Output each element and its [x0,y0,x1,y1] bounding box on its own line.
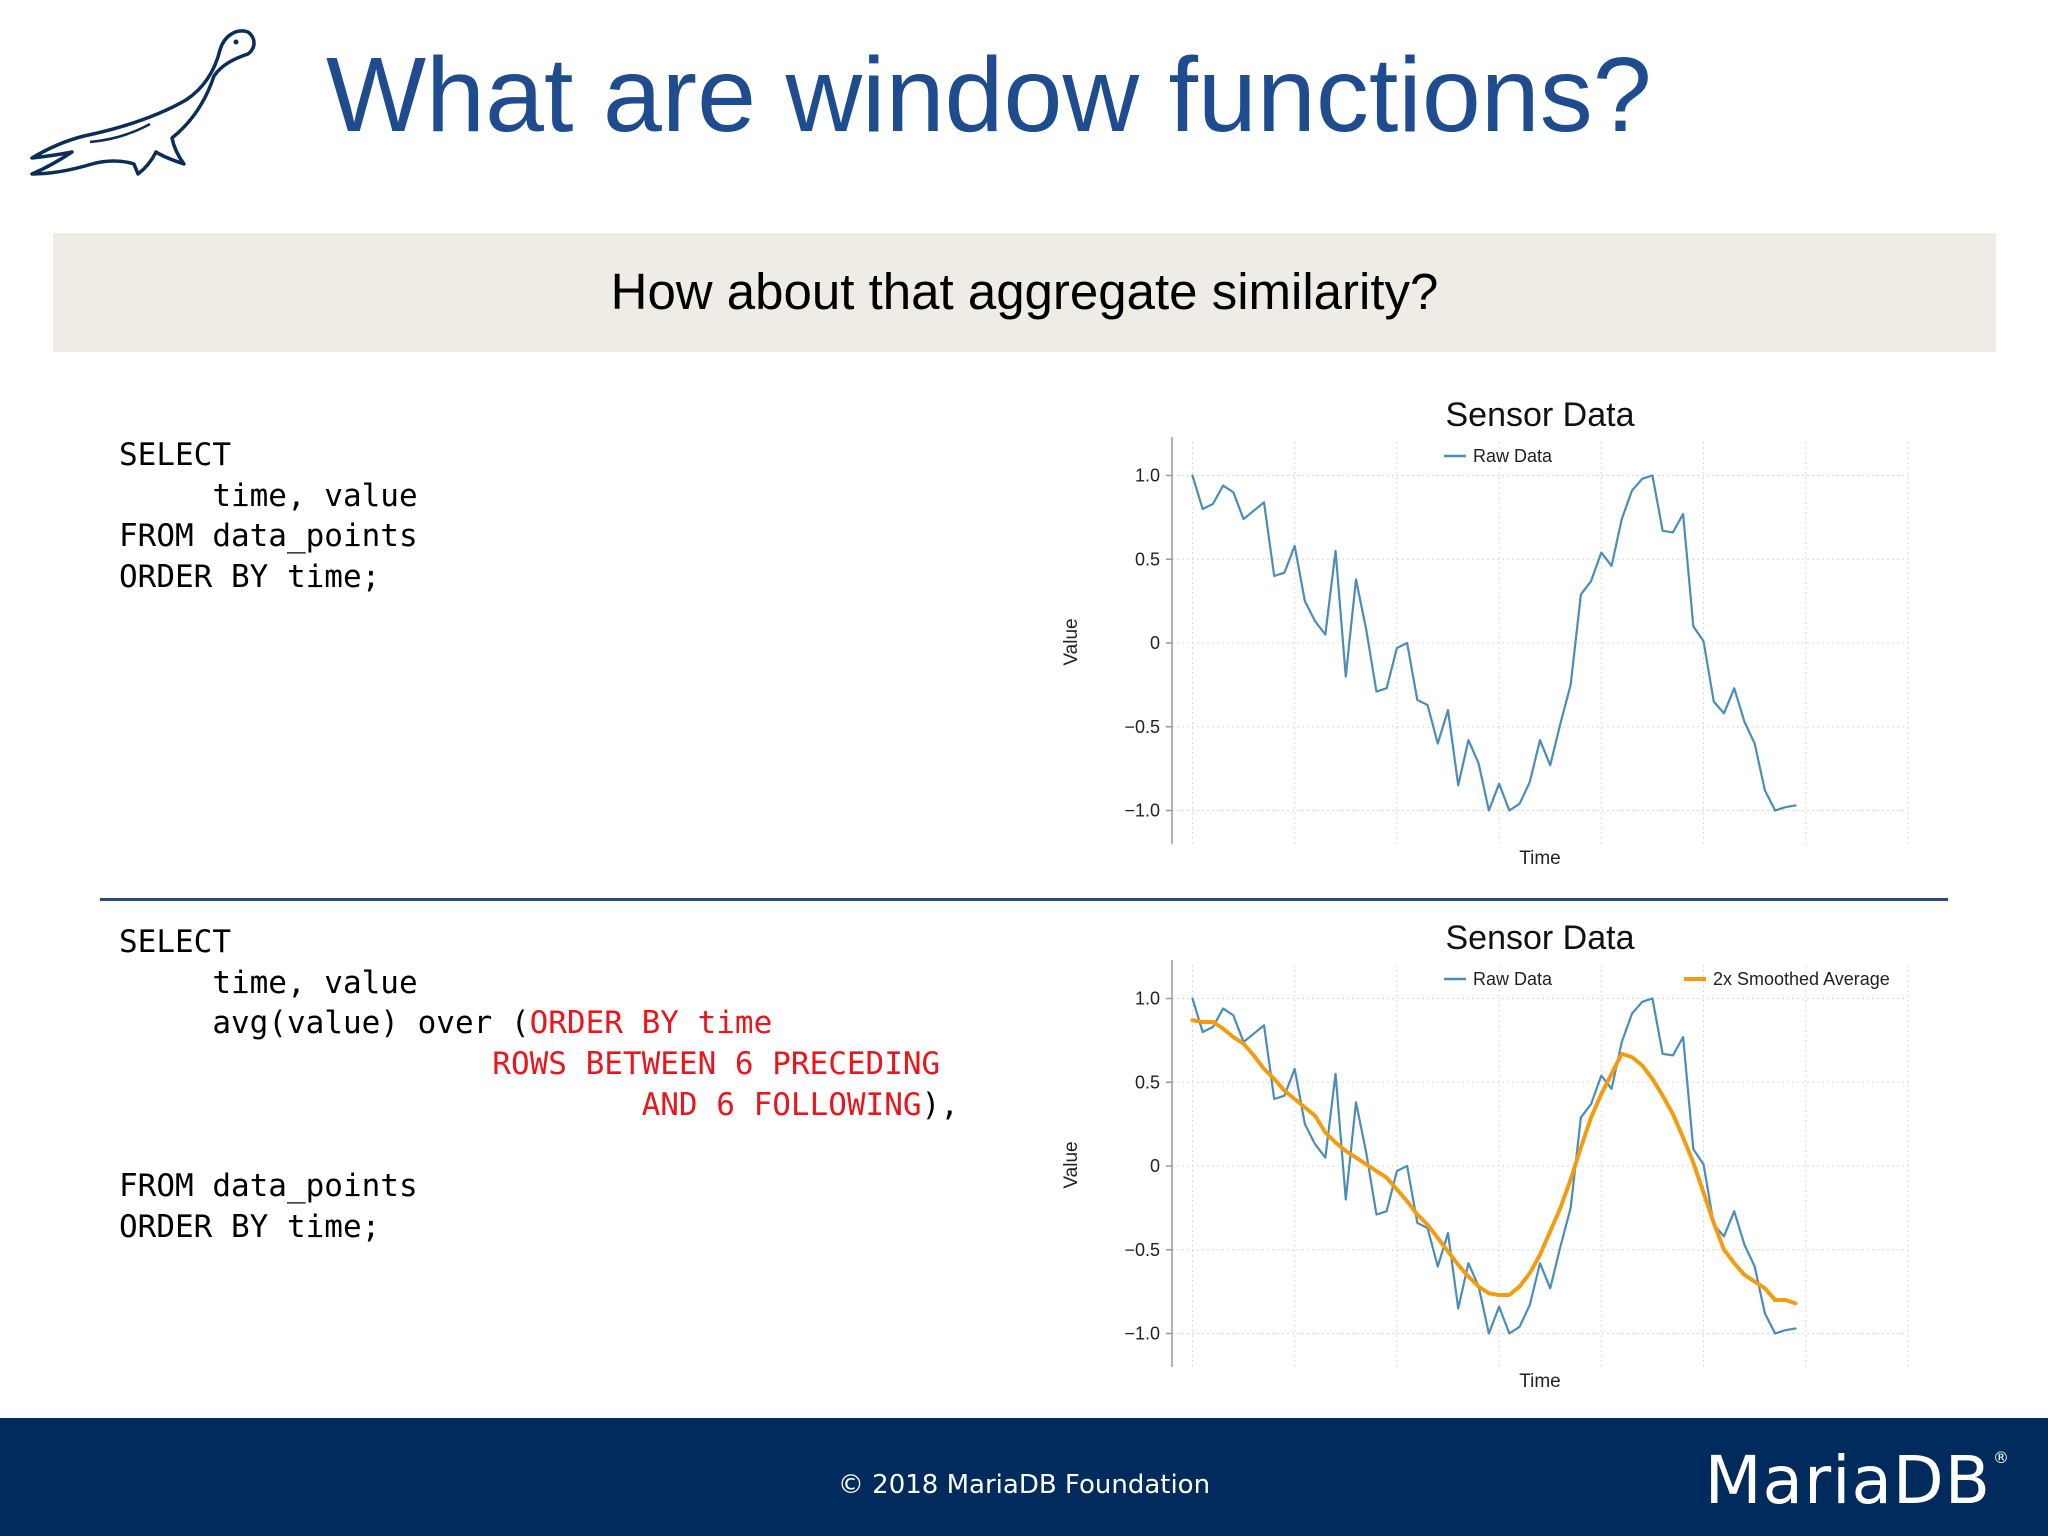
code-line: time, value [119,477,418,514]
code-line: ), [921,1086,959,1123]
mariadb-wordmark-logo: MariaDB ® [1705,1442,2010,1519]
mariadb-seal-logo [26,24,256,176]
series-line-raw [1191,997,1797,1335]
sql-query-window: SELECT time, value avg(value) over (ORDE… [119,922,959,1248]
y-tick-label: −1.0 [1124,1324,1160,1344]
y-tick-label: 1.0 [1135,466,1160,486]
y-tick-label: 0 [1150,1156,1160,1176]
code-line: FROM data_points [119,518,418,555]
y-axis-label: Value [1061,1141,1082,1188]
grid-lines [1172,965,1909,1367]
y-tick-label: 0 [1150,633,1160,653]
series-line-raw [1191,474,1797,812]
code-line: SELECT [119,437,231,473]
code-line: ORDER BY time; [119,559,381,596]
code-line: SELECT [119,924,231,960]
code-line: FROM data_points [119,1168,418,1205]
x-axis-label: Time [1519,1371,1561,1392]
code-line: ORDER BY time; [119,1208,381,1245]
brand-name: MariaDB [1704,1442,1991,1519]
code-highlight: ROWS BETWEEN 6 PRECEDING [492,1046,941,1083]
legend-label: Raw Data [1473,969,1553,989]
copyright-text: © 2018 MariaDB Foundation [837,1470,1211,1500]
slide-title: What are window functions? [326,36,1652,154]
y-tick-label: −1.0 [1124,801,1160,821]
legend-label: Raw Data [1473,446,1553,466]
code-line: time, value [119,964,418,1001]
footer-bar: © 2018 MariaDB Foundation MariaDB ® [0,1418,2048,1536]
chart-title: Sensor Data [1446,396,1635,434]
y-tick-label: 0.5 [1135,549,1160,569]
chart-title: Sensor Data [1446,919,1635,957]
sql-query-basic: SELECT time, value FROM data_points ORDE… [119,435,418,598]
legend-label: 2x Smoothed Average [1713,969,1890,989]
code-highlight: ORDER BY time [529,1005,773,1042]
y-axis-label: Value [1061,618,1082,665]
y-tick-label: 0.5 [1135,1072,1160,1092]
code-line: avg(value) over ( [119,1005,530,1042]
series-line-smoothed [1190,1018,1798,1306]
y-tick-label: −0.5 [1124,717,1160,737]
sensor-data-chart-smoothed: 1.0 0.5 0 −0.5 −1.0 Sensor Data Time Value Raw D… [1061,919,1909,1392]
subtitle-banner: How about that aggregate similarity? [53,233,1996,352]
section-divider [100,898,1948,901]
subtitle-text: How about that aggregate similarity? [610,263,1439,320]
y-tick-label: 1.0 [1135,989,1160,1009]
code-highlight: AND 6 FOLLOWING [641,1086,922,1123]
grid-lines [1172,442,1909,844]
code-indent [119,1046,492,1082]
code-indent [119,1087,642,1123]
x-axis-label: Time [1519,848,1561,869]
y-tick-label: −0.5 [1124,1240,1160,1260]
sensor-data-chart-raw: 1.0 0.5 0 −0.5 −1.0 Sensor Data Time Value Raw D… [1061,396,1909,869]
registered-mark: ® [1993,1448,2010,1467]
